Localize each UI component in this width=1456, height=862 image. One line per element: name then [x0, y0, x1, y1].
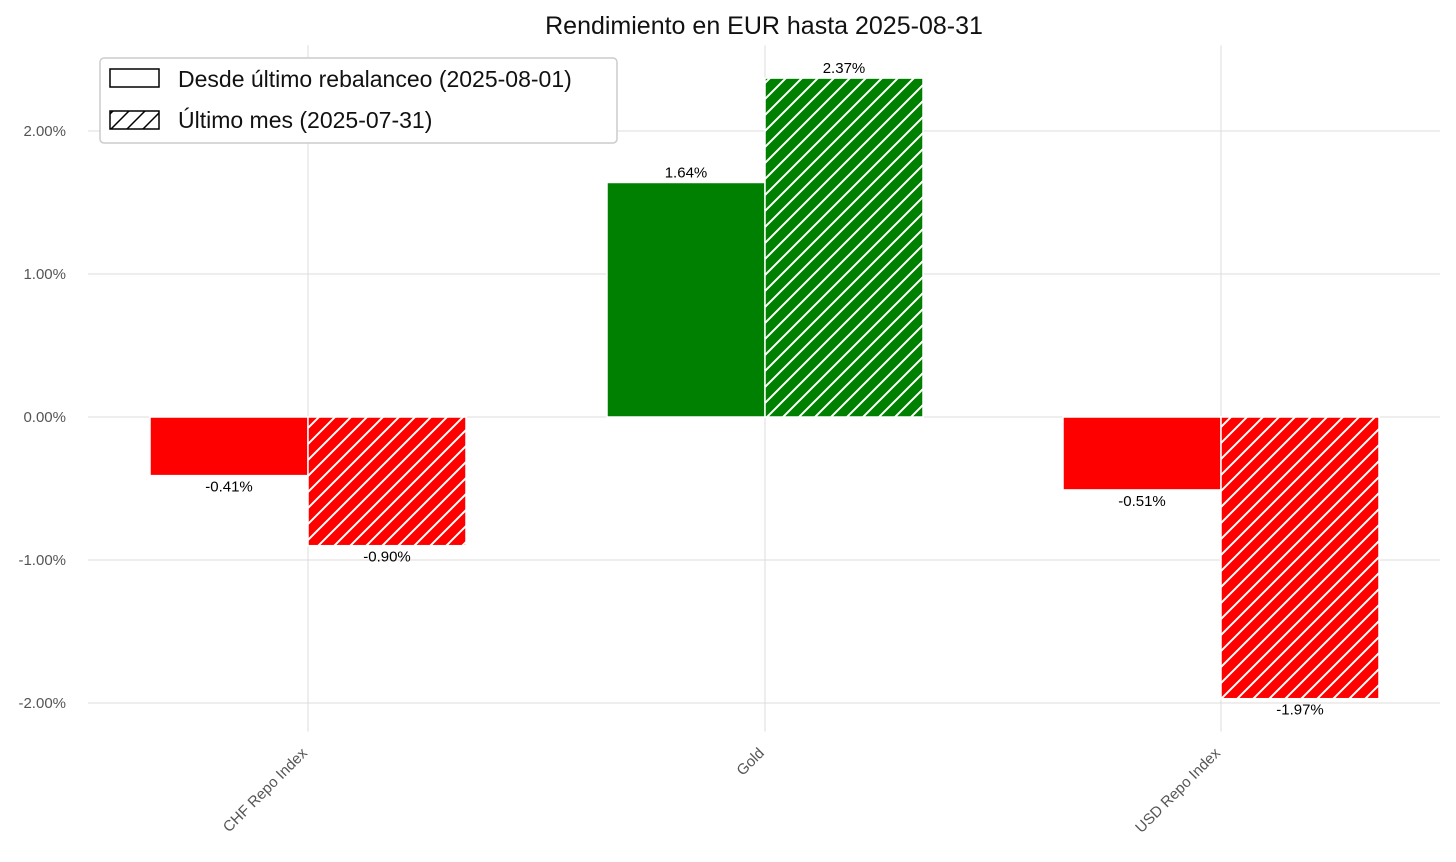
data-label: 2.37%	[823, 60, 866, 77]
data-label: -0.51%	[1118, 493, 1166, 510]
bar-since-rebalance	[1063, 417, 1221, 490]
x-axis-ticks: CHF Repo Index Gold USD Repo Index	[220, 744, 1224, 836]
data-label: -1.97%	[1276, 702, 1324, 719]
bars	[149, 77, 1380, 700]
y-tick-label: 1.00%	[23, 266, 66, 283]
y-tick-label: -2.00%	[18, 695, 66, 712]
bar-edge	[764, 77, 924, 418]
data-label: -0.41%	[205, 479, 253, 496]
bar-since-rebalance	[607, 182, 765, 417]
y-tick-label: -1.00%	[18, 552, 66, 569]
data-label: 1.64%	[665, 164, 708, 181]
legend-label-since-rebalance: Desde último rebalanceo (2025-08-01)	[178, 66, 572, 92]
x-tick-label: Gold	[733, 745, 767, 779]
bar-hatch-overlay	[308, 417, 466, 546]
data-label: -0.90%	[363, 549, 411, 566]
bar-edge	[307, 416, 467, 547]
bar-edge	[1220, 416, 1380, 700]
bar-since-rebalance	[150, 417, 308, 476]
bar-hatch-overlay	[1221, 417, 1379, 699]
chart-title: Rendimiento en EUR hasta 2025-08-31	[545, 12, 983, 40]
y-tick-label: 2.00%	[23, 123, 66, 140]
legend-box	[99, 57, 618, 144]
bar-hatch-overlay	[765, 78, 923, 417]
legend-label-last-month: Último mes (2025-07-31)	[178, 107, 432, 133]
data-labels: -0.41% 1.64% -0.51% -0.90% 2.37% -1.97%	[205, 60, 1324, 719]
legend-swatch-hatched	[109, 110, 160, 130]
legend: Desde último rebalanceo (2025-08-01) Últ…	[99, 57, 618, 144]
x-tick-label: CHF Repo Index	[220, 744, 311, 835]
x-tick-label: USD Repo Index	[1132, 744, 1224, 836]
legend-swatch-solid	[109, 68, 160, 88]
y-axis-ticks: 2.00% 1.00% 0.00% -1.00% -2.00%	[18, 123, 66, 712]
y-tick-label: 0.00%	[23, 409, 66, 426]
